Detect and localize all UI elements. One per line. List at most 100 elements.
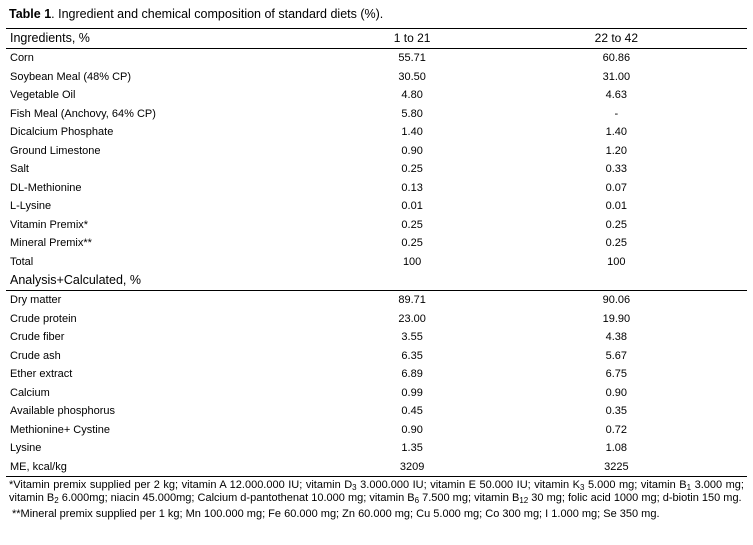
- value-period-1: 1.35: [401, 442, 423, 454]
- analysis-row: Dry matter 89.71 90.06: [6, 290, 747, 310]
- value-period-2: 6.75: [605, 368, 628, 380]
- row-label: Methionine+ Cystine: [10, 423, 110, 436]
- analysis-header-row: Analysis+Calculated, %: [6, 271, 747, 291]
- ingredient-row: Vegetable Oil 4.80 4.63: [6, 86, 747, 105]
- ingredient-row: Soybean Meal (48% CP) 30.50 31.00: [6, 68, 747, 87]
- row-label: Total: [10, 255, 34, 268]
- value-period-2: 5.67: [605, 349, 628, 362]
- value-period-2: 4.38: [605, 331, 628, 343]
- header-ingredients: Ingredients, %: [6, 28, 339, 49]
- value-period-2: 0.33: [605, 163, 628, 175]
- row-label: Vitamin Premix*: [10, 218, 89, 231]
- footnote-subscript: 1: [686, 483, 692, 492]
- value-period-1: 3209: [338, 457, 486, 477]
- value-period-2: 4.63: [605, 89, 628, 101]
- value-period-2: 0.72: [605, 423, 628, 436]
- ingredient-row: Mineral Premix** 0.25 0.25: [6, 234, 747, 253]
- value-period-2: 19.90: [602, 312, 631, 325]
- value-period-1: 0.90: [401, 423, 423, 436]
- value-period-1: 30.50: [398, 70, 426, 83]
- value-period-1: 6.35: [401, 349, 423, 362]
- value-period-2: 3225: [485, 457, 747, 477]
- row-label: ME, kcal/kg: [6, 457, 339, 477]
- footnote-subscript: 12: [519, 495, 529, 505]
- value-period-1: 100: [402, 255, 422, 268]
- row-label: Ether extract: [10, 368, 73, 380]
- table-caption-label: Table 1: [9, 7, 52, 21]
- analysis-header: Analysis+Calculated, %: [10, 273, 141, 287]
- ingredient-row: Ground Limestone 0.90 1.20: [6, 142, 747, 161]
- footnote-subscript: 6: [414, 495, 420, 505]
- row-label: Salt: [10, 163, 29, 175]
- header-period-2: 22 to 42: [485, 28, 747, 49]
- row-label: Vegetable Oil: [10, 89, 76, 101]
- analysis-row: Lysine 1.35 1.08: [6, 439, 747, 458]
- value-period-1: 0.25: [401, 218, 423, 231]
- analysis-row: Crude fiber 3.55 4.38: [6, 328, 747, 347]
- ingredient-row: L-Lysine 0.01 0.01: [6, 197, 747, 216]
- value-period-2: 100: [607, 255, 626, 268]
- analysis-row: Ether extract 6.89 6.75: [6, 365, 747, 384]
- value-period-2: 0.35: [605, 405, 628, 417]
- footnote-text: 3.000.000 IU; vitamin E 50.000 IU; vitam…: [356, 479, 580, 491]
- row-label: Calcium: [10, 386, 50, 399]
- value-period-1: 6.89: [401, 368, 423, 380]
- footnote-text: 3.000 mg; vitamin B: [9, 479, 744, 504]
- ingredient-row: Dicalcium Phosphate 1.40 1.40: [6, 123, 747, 142]
- analysis-row: Calcium 0.99 0.90: [6, 384, 747, 403]
- footnotes: *Vitamin premix supplied per 2 kg; vitam…: [9, 479, 744, 521]
- table-caption: Table 1. Ingredient and chemical composi…: [9, 6, 383, 22]
- value-period-2: 0.07: [605, 181, 628, 194]
- value-period-2: 0.01: [605, 200, 628, 212]
- row-label: DL-Methionine: [10, 181, 82, 194]
- ingredient-row: DL-Methionine 0.13 0.07: [6, 179, 747, 198]
- value-period-1: 3.55: [401, 331, 423, 343]
- footnote-subscript: 3: [579, 483, 585, 492]
- ingredient-row: Vitamin Premix* 0.25 0.25: [6, 216, 747, 235]
- value-period-1: 0.99: [401, 386, 423, 399]
- analysis-row: Available phosphorus 0.45 0.35: [6, 402, 747, 421]
- footnote-subscript: 2: [54, 495, 59, 505]
- footnote-subscript: 3: [352, 483, 357, 492]
- row-label: Dry matter: [6, 290, 339, 310]
- row-label: Corn: [6, 48, 339, 68]
- footnote-text: 30 mg; folic acid 1000 mg; d-biotin 150 …: [528, 491, 742, 504]
- value-period-1: 5.80: [401, 107, 423, 120]
- footnote-text: 6.000mg; niacin 45.000mg; Calcium d-pant…: [58, 491, 415, 504]
- value-period-2: 90.06: [485, 290, 747, 310]
- value-period-1: 0.90: [401, 144, 423, 157]
- value-period-1: 0.45: [401, 405, 423, 417]
- vitamin-premix-footnote: *Vitamin premix supplied per 2 kg; vitam…: [9, 479, 744, 504]
- row-label: Crude ash: [10, 349, 61, 362]
- value-period-2: 60.86: [485, 48, 747, 68]
- mineral-premix-footnote: **Mineral premix supplied per 1 kg; Mn 1…: [12, 508, 660, 520]
- footnote-text: *Vitamin premix supplied per 2 kg; vitam…: [9, 479, 353, 491]
- value-period-1: 1.40: [401, 126, 423, 138]
- row-label: Crude protein: [10, 312, 77, 325]
- ingredient-row: Total 100 100: [6, 253, 747, 272]
- value-period-1: 89.71: [338, 290, 486, 310]
- value-period-2: 0.25: [605, 218, 628, 231]
- value-period-2: -: [614, 107, 619, 120]
- value-period-2: 31.00: [602, 70, 631, 83]
- header-period-1: 1 to 21: [338, 28, 486, 49]
- row-label: Crude fiber: [10, 331, 65, 343]
- row-label: Fish Meal (Anchovy, 64% CP): [10, 107, 156, 120]
- analysis-row: Crude protein 23.00 19.90: [6, 310, 747, 329]
- footnote-text: 5.000 mg; vitamin B: [584, 479, 687, 491]
- ingredient-row: Salt 0.25 0.33: [6, 160, 747, 179]
- value-period-1: 55.71: [338, 48, 486, 68]
- footnote-text: 7.500 mg; vitamin B: [419, 491, 520, 504]
- value-period-1: 0.13: [401, 181, 423, 194]
- analysis-row: Crude ash 6.35 5.67: [6, 347, 747, 366]
- value-period-2: 1.40: [605, 126, 628, 138]
- analysis-row: ME, kcal/kg 3209 3225: [6, 457, 747, 477]
- ingredient-row: Corn 55.71 60.86: [6, 48, 747, 68]
- value-period-2: 1.20: [605, 144, 628, 157]
- value-period-1: 0.01: [401, 200, 423, 212]
- analysis-row: Methionine+ Cystine 0.90 0.72: [6, 421, 747, 440]
- row-label: Soybean Meal (48% CP): [10, 70, 132, 83]
- row-label: Available phosphorus: [10, 405, 115, 417]
- composition-table: Ingredients, % 1 to 21 22 to 42 Corn 55.7…: [6, 28, 747, 477]
- ingredient-row: Fish Meal (Anchovy, 64% CP) 5.80 -: [6, 105, 747, 124]
